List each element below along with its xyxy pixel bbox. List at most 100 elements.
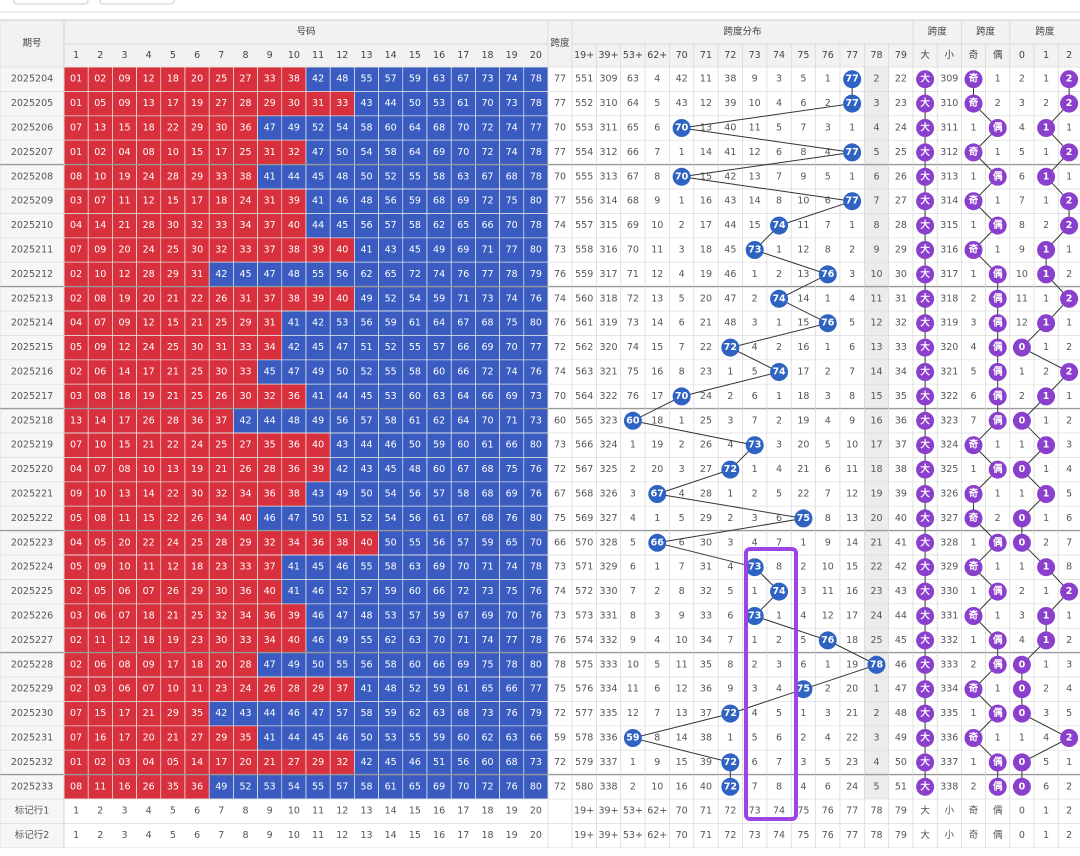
- number: 45: [264, 367, 276, 378]
- number: 37: [264, 220, 276, 231]
- number: 35: [264, 440, 276, 451]
- number-cell: [426, 188, 452, 214]
- number: 78: [530, 171, 542, 182]
- stat-marker: [988, 753, 1007, 772]
- marker-label: 大: [920, 122, 930, 134]
- parity-omission: 2: [970, 659, 976, 670]
- number: 52: [336, 586, 348, 597]
- mod-omission: 8: [1066, 562, 1072, 573]
- number: 68: [481, 489, 493, 500]
- number: 28: [143, 220, 155, 231]
- stat-marker: [1012, 704, 1031, 723]
- number: 10: [143, 464, 155, 475]
- number: 54: [409, 293, 421, 304]
- marker-label: 0: [1019, 415, 1026, 426]
- dist-omission: 3: [727, 415, 733, 426]
- number: 38: [288, 245, 300, 256]
- number: 07: [94, 318, 106, 329]
- number: 22: [167, 489, 179, 500]
- dist-omission: 22: [797, 489, 809, 500]
- dist-omission: 1: [849, 220, 855, 231]
- number: 58: [385, 415, 397, 426]
- dist-omission: 329: [599, 562, 617, 573]
- number-cell: [475, 408, 500, 434]
- footer-cell: 4: [146, 806, 152, 817]
- number-cell: [499, 91, 525, 117]
- dist-omission: 1: [630, 440, 636, 451]
- dist-omission: 4: [654, 635, 660, 646]
- number: 14: [118, 367, 130, 378]
- span: 60: [554, 415, 566, 426]
- number-cell: [305, 530, 331, 556]
- dist-omission: 47: [895, 684, 907, 695]
- marker-label: 0: [1019, 684, 1026, 695]
- footer-cell: 19+: [574, 830, 594, 841]
- dist-omission: 1: [825, 74, 831, 85]
- dist-omission: 11: [846, 464, 858, 475]
- dist-omission: 19: [846, 659, 858, 670]
- number: 15: [118, 123, 130, 134]
- number-cell: [257, 457, 283, 483]
- column-label: 5: [170, 50, 176, 61]
- stat-marker: [916, 631, 935, 650]
- mod-omission: 3: [1066, 659, 1072, 670]
- dist-omission: 11: [651, 245, 663, 256]
- span: 73: [554, 562, 566, 573]
- number-cell: [257, 115, 283, 141]
- footer-cell: 1: [73, 830, 79, 841]
- number: 74: [506, 147, 518, 158]
- dist-omission: 64: [627, 98, 639, 109]
- dist-omission: 13: [700, 123, 712, 134]
- footer-cell: 74: [773, 830, 785, 841]
- dist-omission: 4: [776, 464, 782, 475]
- dist-omission: 571: [575, 562, 593, 573]
- mod-omission: 1: [1019, 440, 1025, 451]
- number: 55: [312, 781, 324, 792]
- number: 60: [409, 391, 421, 402]
- marker-label: 2: [1066, 220, 1073, 231]
- number: 60: [409, 586, 421, 597]
- number: 14: [191, 757, 203, 768]
- dist-omission: 6: [825, 781, 831, 792]
- number: 48: [385, 684, 397, 695]
- number: 59: [409, 74, 421, 85]
- dist-omission: 9: [873, 245, 879, 256]
- footer-cell: 13: [360, 806, 372, 817]
- dist-omission: 338: [599, 781, 617, 792]
- dist-omission: 42: [676, 74, 688, 85]
- period-cell: [0, 164, 64, 189]
- size-omission: 331: [940, 611, 958, 622]
- header-group: 跨度: [976, 26, 996, 38]
- number: 58: [433, 171, 445, 182]
- column-label: 12: [336, 50, 348, 61]
- number-cell: [523, 335, 549, 361]
- shade-cell: [864, 213, 889, 238]
- number: 02: [70, 659, 82, 670]
- number: 36: [191, 415, 203, 426]
- number: 78: [530, 98, 542, 109]
- size-omission: 323: [940, 415, 958, 426]
- marker-label: 大: [920, 561, 930, 573]
- footer-cell: 奇: [969, 829, 979, 841]
- number-cell: [450, 505, 476, 531]
- period: 2025231: [11, 733, 53, 744]
- dist-omission: 20: [846, 684, 858, 695]
- top-button[interactable]: [13, 0, 89, 5]
- marker-label: 偶: [993, 414, 1003, 426]
- dist-omission: 557: [575, 220, 593, 231]
- number: 03: [70, 196, 82, 207]
- shade-cell: [864, 359, 889, 385]
- number: 49: [433, 245, 445, 256]
- number-cell: [208, 261, 234, 287]
- top-button[interactable]: [99, 0, 175, 5]
- number: 10: [94, 440, 106, 451]
- number: 11: [118, 513, 130, 524]
- period-cell: [0, 359, 64, 385]
- number-cell: [112, 188, 137, 214]
- marker-label: 偶: [993, 341, 1003, 353]
- dist-omission: 31: [700, 562, 712, 573]
- number: 41: [312, 391, 324, 402]
- dist-omission: 309: [599, 74, 617, 85]
- number: 05: [70, 513, 82, 524]
- marker-label: 大: [920, 439, 930, 451]
